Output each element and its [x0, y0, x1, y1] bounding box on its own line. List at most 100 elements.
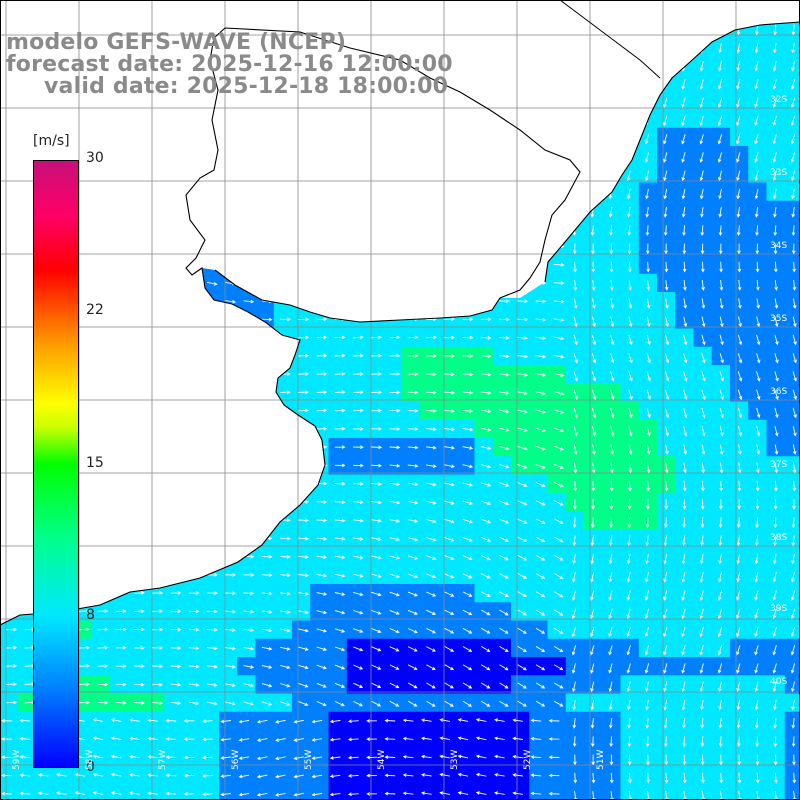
- wind-arrow: [97, 500, 109, 504]
- wind-arrow: [152, 554, 164, 559]
- wind-arrow: [389, 25, 400, 31]
- wind-arrow: [261, 610, 273, 614]
- wind-arrow: [225, 390, 237, 395]
- wind-arrow: [791, 24, 796, 36]
- wind-arrow: [207, 499, 218, 504]
- wind-cell: [127, 237, 147, 257]
- wind-cell: [127, 401, 147, 421]
- wind-arrow: [499, 336, 510, 340]
- wind-cell: [0, 0, 19, 19]
- wind-arrow: [207, 226, 218, 232]
- wind-arrow: [480, 354, 492, 359]
- wind-arrow: [426, 299, 437, 303]
- wind-cell: [529, 91, 549, 111]
- wind-cell: [474, 292, 494, 311]
- wind-arrow: [152, 481, 164, 486]
- wind-arrow: [683, 334, 688, 346]
- wind-arrow: [499, 536, 510, 542]
- wind-arrow: [6, 445, 17, 451]
- wind-cell: [328, 109, 348, 129]
- wind-arrow: [238, 792, 250, 797]
- wind-arrow: [553, 700, 564, 707]
- wind-arrow: [681, 572, 686, 583]
- wind-arrow: [115, 299, 127, 305]
- wind-arrow: [756, 353, 761, 364]
- wind-arrow: [627, 225, 632, 237]
- wind-cell: [91, 200, 111, 220]
- wind-arrow: [444, 464, 455, 469]
- wind-cell: [784, 438, 800, 457]
- wind-arrow: [1, 755, 12, 760]
- wind-cell: [401, 255, 421, 275]
- wind-arrow: [225, 536, 237, 541]
- wind-arrow: [700, 736, 705, 748]
- wind-cell: [547, 200, 567, 220]
- wind-arrow: [754, 42, 759, 54]
- wind-arrow: [663, 699, 668, 711]
- wind-arrow: [92, 791, 104, 795]
- wind-arrow: [517, 482, 528, 487]
- wind-arrow: [664, 772, 669, 784]
- wind-cell: [219, 182, 238, 202]
- wind-arrow: [19, 736, 31, 741]
- wind-arrow: [535, 44, 547, 48]
- wind-arrow: [626, 170, 631, 182]
- wind-arrow: [645, 225, 650, 237]
- wind-arrow: [316, 573, 328, 578]
- wind-cell: [164, 292, 184, 311]
- wind-arrow: [499, 409, 510, 414]
- wind-arrow: [444, 518, 455, 524]
- wind-cell: [547, 127, 567, 147]
- wind-arrow: [97, 262, 108, 269]
- wind-cell: [127, 438, 147, 457]
- wind-cell: [784, 748, 800, 768]
- wind-cell: [127, 784, 147, 800]
- wind-arrow: [663, 681, 668, 693]
- wind-cell: [292, 146, 311, 165]
- wind-arrow: [553, 391, 565, 396]
- wind-arrow: [480, 482, 492, 487]
- wind-arrow: [535, 373, 547, 377]
- wind-cell: [602, 109, 622, 129]
- wind-cell: [438, 182, 457, 202]
- wind-arrow: [663, 24, 668, 36]
- wind-arrow: [371, 390, 383, 395]
- wind-arrow: [736, 517, 741, 529]
- wind-cell: [474, 109, 494, 129]
- wind-arrow: [792, 772, 797, 784]
- wind-cell: [310, 200, 330, 220]
- wind-arrow: [134, 354, 145, 359]
- wind-arrow: [792, 462, 797, 474]
- wind-arrow: [517, 354, 529, 359]
- wind-arrow: [462, 446, 474, 450]
- wind-arrow: [700, 535, 704, 547]
- wind-arrow: [371, 573, 382, 578]
- wind-arrow: [225, 426, 237, 431]
- wind-arrow: [6, 226, 16, 233]
- wind-cell: [474, 273, 494, 293]
- wind-arrow: [243, 226, 255, 232]
- wind-cell: [547, 784, 567, 800]
- wind-arrow: [97, 409, 109, 414]
- wind-arrow: [316, 701, 327, 707]
- wind-arrow: [352, 573, 364, 578]
- wind-arrow: [170, 390, 182, 395]
- wind-arrow: [663, 61, 668, 72]
- wind-arrow: [683, 371, 688, 382]
- wind-arrow: [353, 591, 364, 597]
- wind-arrow: [462, 317, 474, 322]
- wind-arrow: [608, 645, 613, 656]
- wind-arrow: [6, 80, 17, 86]
- wind-arrow: [645, 42, 649, 54]
- wind-cell: [784, 146, 800, 165]
- wind-arrow: [188, 445, 200, 449]
- wind-cell: [164, 255, 184, 275]
- wind-arrow: [646, 316, 651, 328]
- wind-cell: [200, 237, 220, 257]
- wind-arrow: [462, 299, 474, 303]
- wind-cell: [365, 18, 384, 38]
- wind-arrow: [772, 608, 777, 620]
- wind-arrow: [591, 407, 597, 419]
- wind-arrow: [389, 153, 401, 158]
- wind-arrow: [384, 737, 396, 741]
